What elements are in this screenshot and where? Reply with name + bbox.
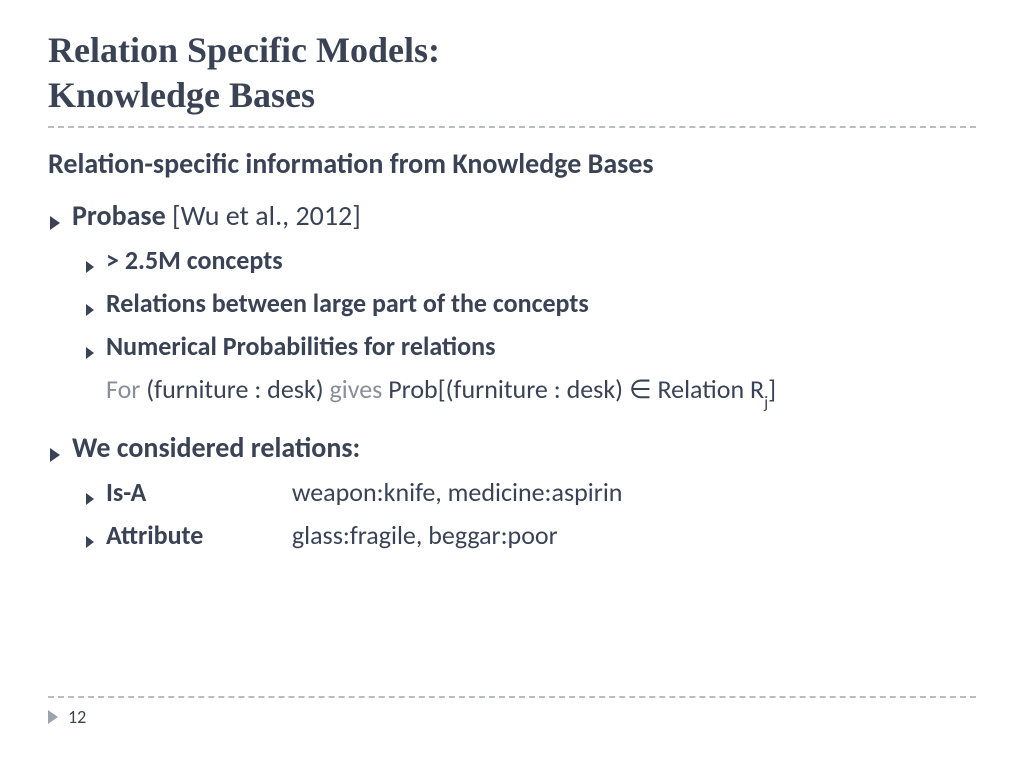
footer-divider [48,696,976,698]
considered-heading: We considered relations: [72,429,360,467]
bullet-arrow-icon [86,536,94,548]
relation-row: Attribute glass:fragile, beggar:poor [86,518,976,553]
relation-row: Is-A weapon:knife, medicine:aspirin [86,475,976,510]
probase-label: Probase [72,198,166,233]
relation-text: Relation R [652,373,765,405]
bullet-arrow-icon [50,448,60,462]
probase-bullet: Probase [Wu et al., 2012] [50,197,976,235]
gives-word: gives [330,373,383,405]
page-arrow-icon [48,710,58,724]
page-number: 12 [68,706,86,728]
bullet-arrow-icon [86,347,94,359]
subscript-j: j [764,392,768,413]
bullet-arrow-icon [86,493,94,505]
bullet-arrow-icon [86,261,94,273]
title-line-1: Relation Specific Models: [48,30,440,70]
prob-prefix: Prob[(furniture : desk) [388,373,629,405]
probase-item-text: Relations between large part of the conc… [106,286,589,321]
slide-title: Relation Specific Models: Knowledge Base… [48,28,976,118]
probase-item: Relations between large part of the conc… [86,286,976,321]
bullet-arrow-icon [50,216,60,230]
probase-item: > 2.5M concepts [86,243,976,278]
for-word: For [106,373,140,405]
relation-label: Attribute [106,518,286,553]
element-of-symbol: ∈ [629,373,652,405]
slide-footer: 12 [48,696,976,728]
probase-item-text: Numerical Probabilities for relations [106,329,495,364]
probase-item-text: > 2.5M concepts [106,243,283,278]
example-pair: (furniture : desk) [146,373,323,405]
title-divider [48,126,976,128]
page-indicator: 12 [48,706,976,728]
relation-examples: weapon:knife, medicine:aspirin [292,476,623,508]
slide-content: Relation Specific Models: Knowledge Base… [0,0,1024,553]
probase-example: For (furniture : desk) gives Prob[(furni… [106,372,976,411]
relation-examples: glass:fragile, beggar:poor [292,519,558,551]
bullet-arrow-icon [86,304,94,316]
relation-line: Attribute glass:fragile, beggar:poor [106,518,558,553]
relation-label: Is-A [106,475,286,510]
relation-line: Is-A weapon:knife, medicine:aspirin [106,475,622,510]
considered-heading-row: We considered relations: [50,429,976,467]
title-line-2: Knowledge Bases [48,75,315,115]
close-bracket: ] [768,373,776,405]
probase-citation: [Wu et al., 2012] [172,198,361,233]
probase-item: Numerical Probabilities for relations [86,329,976,364]
probase-line: Probase [Wu et al., 2012] [72,197,361,235]
subheading: Relation-specific information from Knowl… [48,146,976,181]
